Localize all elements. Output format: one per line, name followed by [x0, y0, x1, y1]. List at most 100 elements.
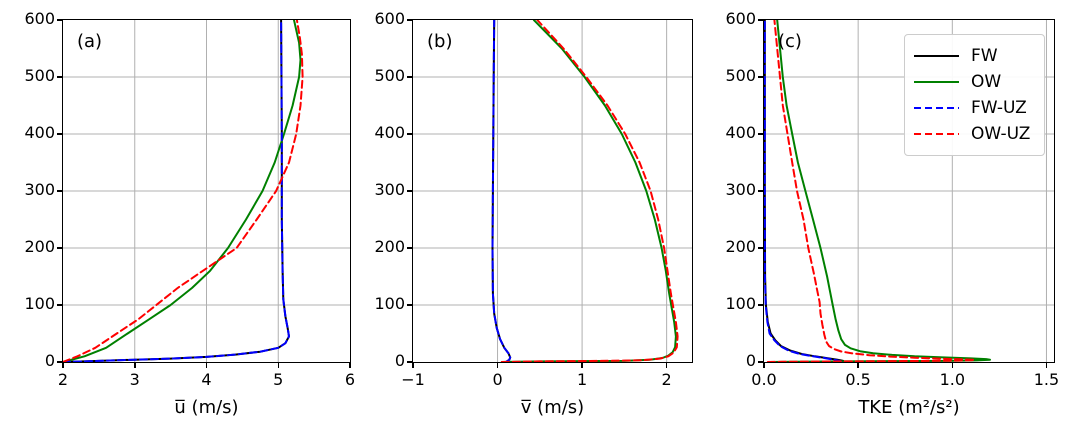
- x-tick-label: 1: [576, 370, 588, 389]
- x-tick-mark: [205, 363, 208, 368]
- legend-item-ow: OW: [914, 69, 1035, 94]
- y-tick-mark: [757, 247, 763, 249]
- y-tick-label: 200: [24, 237, 55, 256]
- y-tick-label: 100: [24, 294, 55, 313]
- y-tick-label: 300: [24, 180, 55, 199]
- x-tick-label: 2: [661, 370, 672, 389]
- y-tick-label: 100: [374, 294, 405, 313]
- y-tick-label: 600: [24, 9, 55, 28]
- y-tick-label: 100: [725, 294, 756, 313]
- legend-line-ow-uz: [914, 133, 959, 136]
- legend-item-fw: FW: [914, 43, 1035, 68]
- y-tick-label: 300: [374, 180, 405, 199]
- y-tick-label: 300: [725, 180, 756, 199]
- y-tick-label: 200: [374, 237, 405, 256]
- legend-item-fw-uz: FW-UZ: [914, 96, 1035, 121]
- y-tick-label: 600: [374, 9, 405, 28]
- legend-line-ow: [914, 80, 959, 83]
- y-tick-label: 200: [725, 237, 756, 256]
- y-tick-mark: [56, 247, 62, 249]
- series-ow: [63, 20, 302, 362]
- y-tick-mark: [406, 361, 412, 363]
- series-ow-uz: [500, 20, 679, 362]
- x-tick-label: 5: [273, 370, 284, 389]
- x-tick-mark: [857, 363, 859, 368]
- y-tick-label: 400: [374, 123, 405, 142]
- y-tick-label: 400: [725, 123, 756, 142]
- series-ow-uz: [766, 20, 976, 362]
- y-tick-mark: [56, 361, 62, 363]
- panel-b: (b) −1 0 1 2 0 100 200 300 400 500 600: [374, 9, 693, 389]
- y-tick-mark: [406, 133, 412, 135]
- y-tick-label: 0: [745, 351, 756, 370]
- panel-a-label: (a): [77, 31, 103, 52]
- y-tick-mark: [56, 19, 62, 21]
- x-tick-label: −1: [401, 370, 425, 389]
- x-tick-mark: [496, 363, 499, 368]
- y-tick-mark: [406, 247, 412, 249]
- x-tick-mark: [134, 363, 136, 368]
- x-tick-label: 0: [492, 370, 503, 389]
- series-ow: [768, 20, 991, 362]
- plot-area: [413, 20, 692, 362]
- x-tick-mark: [349, 363, 351, 368]
- y-tick-label: 0: [394, 351, 405, 370]
- y-tick-mark: [757, 304, 763, 306]
- x-tick-mark: [665, 363, 668, 368]
- series-fw-uz: [491, 20, 512, 362]
- legend-line-fw: [914, 54, 959, 57]
- x-tick-mark: [62, 363, 64, 368]
- y-tick-mark: [757, 361, 763, 363]
- legend-line-fw-uz: [914, 107, 959, 110]
- legend-label-ow: OW: [971, 71, 1002, 92]
- panel-c: (c) FW OW FW-UZ OW-UZ 0.0 0.5 1.0 1.5 0 100 20…: [725, 9, 1059, 389]
- panel-b-label: (b): [427, 31, 453, 52]
- legend: FW OW FW-UZ OW-UZ: [904, 34, 1045, 156]
- x-tick-label: 3: [129, 370, 140, 389]
- panel-a: (a) 2 3 4 5 6 0 100 200 300 400 500 600: [24, 9, 355, 389]
- x-tick-label: 1.5: [1033, 370, 1060, 389]
- y-tick-label: 500: [374, 66, 405, 85]
- series-ow-uz: [63, 20, 304, 362]
- x-tick-mark: [581, 363, 583, 368]
- y-tick-mark: [406, 304, 412, 306]
- y-tick-mark: [406, 76, 412, 78]
- x-tick-mark: [412, 363, 414, 368]
- y-tick-mark: [406, 19, 412, 21]
- x-tick-label: 2: [57, 370, 69, 389]
- x-tick-mark: [763, 363, 765, 368]
- series-fw-uz: [764, 20, 843, 362]
- y-tick-mark: [757, 190, 763, 192]
- y-tick-mark: [56, 304, 62, 306]
- x-tick-label: 6: [344, 370, 356, 389]
- y-tick-mark: [757, 76, 763, 78]
- y-tick-label: 500: [24, 66, 55, 85]
- y-tick-mark: [56, 190, 62, 192]
- legend-label-fw: FW: [971, 45, 998, 66]
- y-tick-label: 600: [725, 9, 756, 28]
- panel-c-label: (c): [778, 31, 802, 52]
- x-tick-label: 0.0: [751, 370, 777, 389]
- y-tick-mark: [56, 76, 62, 78]
- x-axis-label-b: v̅ (m/s): [520, 397, 585, 418]
- legend-item-ow-uz: OW-UZ: [914, 122, 1035, 147]
- y-tick-label: 0: [44, 351, 55, 370]
- x-tick-label: 0.5: [845, 370, 871, 389]
- x-axis-label-c: TKE (m²/s²): [858, 397, 960, 418]
- series-fw-uz: [63, 20, 290, 362]
- legend-label-fw-uz: FW-UZ: [971, 98, 1027, 119]
- plot-area: [63, 20, 350, 362]
- x-axis-label-a: u̅ (m/s): [174, 397, 239, 418]
- x-tick-label: 1.0: [939, 370, 966, 389]
- y-tick-mark: [406, 190, 412, 192]
- x-tick-mark: [277, 363, 279, 368]
- y-tick-label: 500: [725, 66, 756, 85]
- legend-label-ow-uz: OW-UZ: [971, 124, 1031, 145]
- y-tick-mark: [56, 133, 62, 135]
- y-tick-label: 400: [24, 123, 55, 142]
- y-tick-mark: [757, 133, 763, 135]
- x-tick-mark: [951, 363, 954, 368]
- y-tick-mark: [757, 19, 763, 21]
- x-tick-mark: [1045, 363, 1048, 368]
